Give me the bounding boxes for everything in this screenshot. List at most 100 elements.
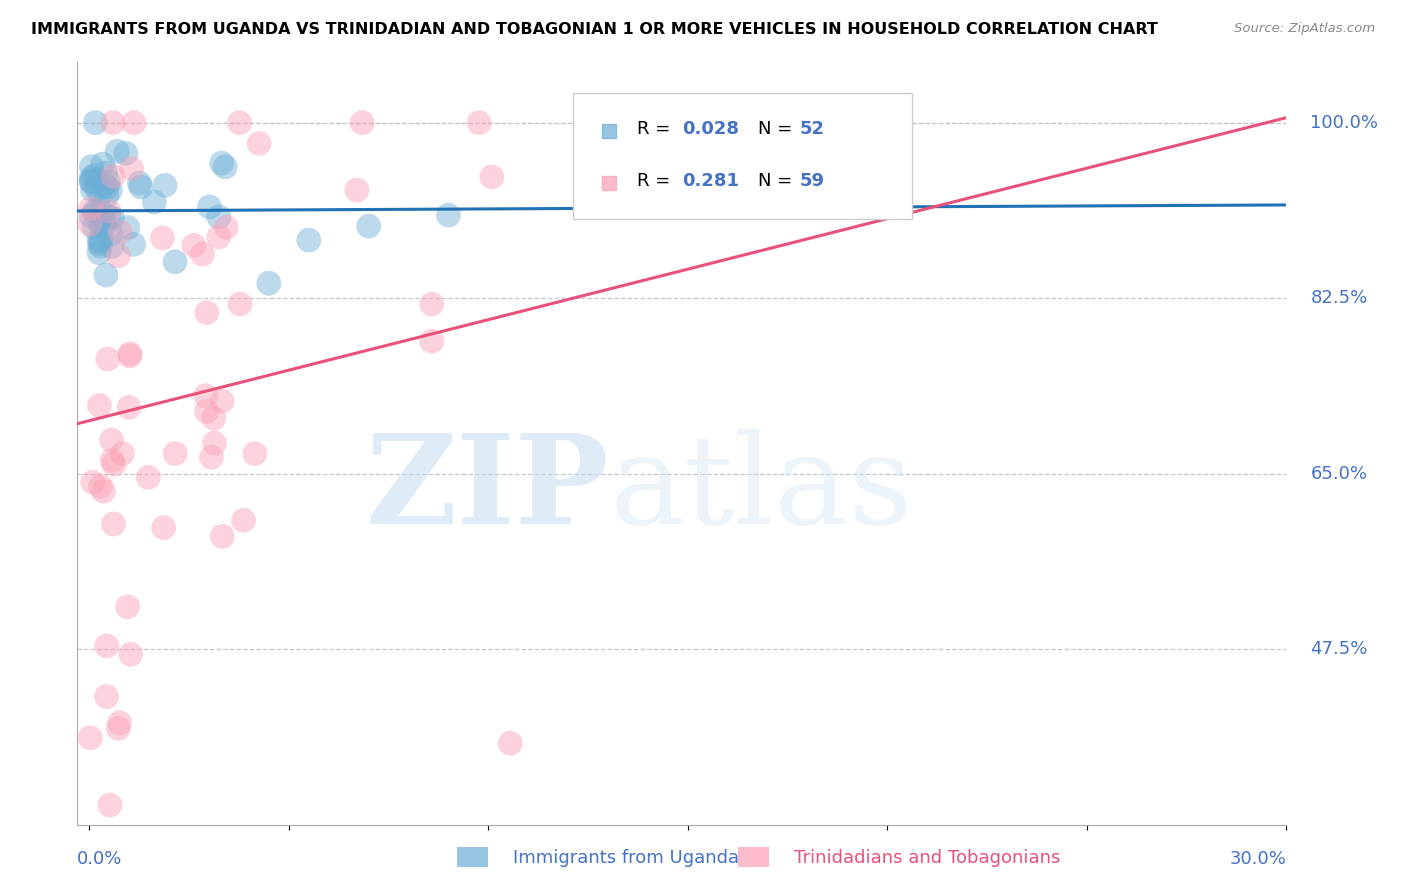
Point <box>101 211 124 225</box>
Point <box>437 208 460 222</box>
Bar <box>738 847 769 867</box>
Text: atlas: atlas <box>609 429 912 550</box>
Point <box>247 136 270 151</box>
Point <box>90 217 112 231</box>
Point <box>637 116 659 130</box>
Text: N =: N = <box>758 171 799 190</box>
Point <box>165 446 187 460</box>
Point <box>89 239 111 253</box>
Point <box>204 436 226 450</box>
Point <box>420 334 443 349</box>
Point <box>80 174 103 188</box>
Point <box>352 116 374 130</box>
Point <box>93 484 115 499</box>
Point <box>195 404 218 418</box>
Point <box>94 166 117 180</box>
Point <box>96 188 118 202</box>
Text: ZIP: ZIP <box>366 429 609 550</box>
Point <box>93 213 115 227</box>
Point <box>100 227 122 242</box>
Point <box>79 217 101 231</box>
Point <box>80 209 103 223</box>
Text: R =: R = <box>637 120 676 137</box>
Point <box>108 225 131 239</box>
Text: 65.0%: 65.0% <box>1310 465 1368 483</box>
Point <box>232 513 254 527</box>
Point <box>229 297 252 311</box>
Text: 59: 59 <box>799 171 824 190</box>
Point <box>215 220 238 235</box>
Point <box>191 247 214 261</box>
Point <box>107 249 129 263</box>
Point <box>82 183 104 197</box>
Text: Trinidadians and Tobagonians: Trinidadians and Tobagonians <box>794 849 1060 867</box>
Point <box>101 169 124 184</box>
Point <box>118 401 141 415</box>
Point <box>84 205 107 219</box>
Point <box>90 204 112 219</box>
Point <box>122 237 145 252</box>
Point <box>117 599 139 614</box>
Text: 0.281: 0.281 <box>682 171 740 190</box>
Point <box>100 433 122 447</box>
Point <box>195 305 218 319</box>
Point <box>163 255 186 269</box>
Point <box>89 232 111 246</box>
Point <box>208 230 231 244</box>
Point <box>82 475 104 490</box>
Point <box>90 234 112 248</box>
Point <box>103 516 125 531</box>
Text: Source: ZipAtlas.com: Source: ZipAtlas.com <box>1234 22 1375 36</box>
Point <box>150 231 173 245</box>
Point <box>105 145 128 159</box>
Text: 47.5%: 47.5% <box>1310 640 1368 658</box>
Point <box>96 690 118 704</box>
Point <box>118 349 141 363</box>
Point <box>198 200 221 214</box>
Point <box>208 210 231 224</box>
Text: 52: 52 <box>799 120 824 137</box>
Point <box>101 116 124 130</box>
Point <box>298 233 321 247</box>
Point <box>80 160 103 174</box>
Text: R =: R = <box>637 171 676 190</box>
Point <box>420 297 443 311</box>
Point <box>468 116 491 130</box>
Point <box>98 210 121 224</box>
Point <box>97 352 120 367</box>
Text: N =: N = <box>758 120 799 137</box>
Point <box>194 389 217 403</box>
Point <box>101 453 124 467</box>
Point <box>83 220 105 235</box>
Point <box>96 180 118 194</box>
Point <box>257 277 280 291</box>
Point <box>120 648 142 662</box>
Point <box>89 187 111 202</box>
Point <box>96 639 118 653</box>
Point <box>91 157 114 171</box>
Point <box>98 183 121 197</box>
Point <box>86 181 108 195</box>
Bar <box>457 847 488 867</box>
Point <box>128 176 150 190</box>
Point <box>97 175 120 189</box>
Point <box>89 217 111 231</box>
Point <box>122 116 145 130</box>
Point <box>84 116 107 130</box>
Point <box>243 447 266 461</box>
Point <box>107 722 129 736</box>
Point <box>214 160 236 174</box>
Point <box>118 346 141 360</box>
Point <box>357 219 380 234</box>
Text: 0.0%: 0.0% <box>77 850 122 868</box>
Text: 0.028: 0.028 <box>682 120 740 137</box>
Text: IMMIGRANTS FROM UGANDA VS TRINIDADIAN AND TOBAGONIAN 1 OR MORE VEHICLES IN HOUSE: IMMIGRANTS FROM UGANDA VS TRINIDADIAN AN… <box>31 22 1157 37</box>
Text: Immigrants from Uganda: Immigrants from Uganda <box>513 849 740 867</box>
FancyBboxPatch shape <box>574 93 911 219</box>
Point <box>211 394 233 409</box>
Point <box>138 470 160 484</box>
Text: 100.0%: 100.0% <box>1310 113 1378 132</box>
Point <box>108 715 131 730</box>
Point <box>346 183 368 197</box>
Point <box>153 178 176 193</box>
